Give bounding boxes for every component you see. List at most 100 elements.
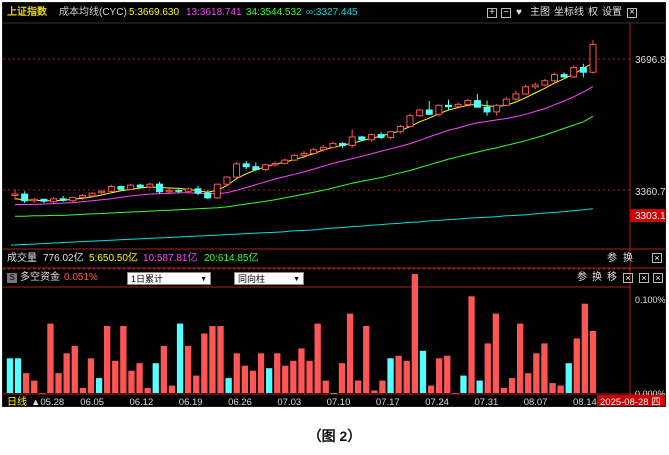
candle-body bbox=[146, 183, 154, 188]
candle bbox=[281, 158, 289, 165]
candle-body bbox=[570, 67, 578, 78]
candle bbox=[233, 161, 241, 178]
candle bbox=[560, 72, 568, 78]
capital-bar bbox=[71, 345, 78, 393]
capital-bar bbox=[185, 345, 192, 393]
candle-body bbox=[175, 189, 183, 192]
candle bbox=[531, 82, 539, 90]
capital-bar bbox=[492, 313, 499, 393]
current-date: 2025-08-28 四 bbox=[600, 397, 661, 407]
figure-caption: （图 2） bbox=[307, 428, 362, 444]
capital-bar bbox=[395, 355, 402, 393]
candle bbox=[21, 191, 29, 204]
candle bbox=[30, 197, 38, 204]
price-tick-mid: 3360.7 bbox=[635, 187, 666, 198]
stock-chart-window: 上证指数 成本均线(CYC) 5:3669.630 13:3618.741 34… bbox=[2, 2, 666, 407]
candle-body bbox=[425, 109, 433, 115]
capital-bar bbox=[249, 370, 257, 393]
candle-body bbox=[11, 193, 19, 197]
candle bbox=[416, 109, 424, 117]
capital-bar bbox=[128, 370, 135, 393]
coordinate-line-button[interactable]: 坐标线 bbox=[554, 7, 584, 18]
period-label[interactable]: 日线 bbox=[7, 395, 27, 407]
capital-bar-mode-select[interactable]: 同向柱 ▼ bbox=[234, 272, 304, 285]
volume-label[interactable]: 成交量 bbox=[7, 253, 37, 264]
capital-close-icon[interactable]: × bbox=[623, 273, 633, 283]
candle-body bbox=[493, 104, 501, 113]
capital-bar bbox=[282, 365, 289, 393]
candle bbox=[329, 141, 337, 149]
indicator-name[interactable]: 成本均线(CYC) bbox=[59, 7, 127, 18]
candle bbox=[11, 189, 19, 200]
capital-close-icon-3[interactable]: × bbox=[653, 273, 663, 283]
capital-indicator-icon: S bbox=[7, 273, 17, 283]
capital-period-select[interactable]: 1日累计 ▼ bbox=[127, 272, 211, 285]
price-tick-high: 3696.8 bbox=[635, 55, 666, 66]
capital-close-icon-2[interactable]: × bbox=[639, 273, 649, 283]
x-tick-date: ▲05.28 bbox=[31, 397, 64, 407]
capital-move-button[interactable]: 移 bbox=[607, 272, 617, 283]
candle-body bbox=[502, 98, 510, 106]
volume-param-button[interactable]: 参 bbox=[607, 253, 617, 264]
x-tick-date: 07.10 bbox=[327, 397, 351, 407]
capital-bar bbox=[176, 323, 184, 393]
x-tick-date: 07.24 bbox=[425, 397, 449, 407]
candle bbox=[69, 196, 77, 203]
candle bbox=[107, 184, 115, 194]
zoom-in-icon[interactable]: + bbox=[487, 8, 497, 18]
candle bbox=[165, 188, 173, 195]
capital-bar bbox=[436, 358, 443, 393]
candle-body bbox=[184, 188, 192, 192]
volume-close-icon[interactable]: × bbox=[652, 253, 662, 263]
candle-body bbox=[223, 176, 231, 185]
candle-body bbox=[473, 100, 481, 108]
index-name[interactable]: 上证指数 bbox=[7, 7, 47, 18]
capital-bar bbox=[274, 353, 281, 393]
capital-bar bbox=[168, 385, 176, 393]
close-icon[interactable]: × bbox=[627, 8, 637, 18]
capital-param-button[interactable]: 参 bbox=[577, 272, 587, 283]
candle-body bbox=[512, 93, 520, 100]
ma34-line bbox=[15, 115, 594, 217]
candle bbox=[59, 195, 67, 202]
current-price-box bbox=[630, 209, 665, 222]
candle bbox=[358, 136, 366, 142]
capital-bar bbox=[87, 358, 95, 393]
candle-body bbox=[406, 115, 414, 128]
candle-body bbox=[319, 146, 327, 151]
candle-body bbox=[435, 104, 443, 115]
main-chart-button[interactable]: 主图 bbox=[530, 7, 550, 18]
candle bbox=[261, 163, 269, 171]
candle bbox=[88, 192, 96, 198]
candle bbox=[242, 161, 250, 170]
capital-bar bbox=[104, 326, 111, 393]
heart-icon[interactable]: ♥ bbox=[516, 7, 522, 18]
capital-bar bbox=[330, 393, 337, 394]
settings-button[interactable]: 设置 bbox=[602, 7, 622, 18]
candlestick-series bbox=[11, 40, 597, 204]
candle-body bbox=[78, 195, 86, 198]
candle bbox=[290, 153, 298, 162]
candle bbox=[483, 100, 491, 116]
capital-bar bbox=[322, 380, 329, 393]
candle-body bbox=[98, 190, 106, 194]
candle-body bbox=[522, 86, 530, 95]
volume-header: 成交量 776.02亿 5:650.50亿 10:587.81亿 20:614.… bbox=[3, 250, 665, 268]
capital-bar bbox=[355, 380, 362, 393]
candle-body bbox=[531, 84, 539, 88]
capital-label[interactable]: 多空资金 bbox=[20, 272, 60, 283]
volume-switch-button[interactable]: 换 bbox=[623, 253, 633, 264]
zoom-out-icon[interactable]: − bbox=[501, 8, 511, 18]
capital-bar bbox=[338, 363, 346, 393]
ma5-value: 5:3669.630 bbox=[129, 7, 180, 18]
capital-bar bbox=[411, 274, 418, 393]
candle bbox=[464, 99, 472, 107]
capital-bar bbox=[346, 313, 354, 393]
candle-body bbox=[377, 134, 385, 138]
capital-switch-button[interactable]: 换 bbox=[592, 272, 602, 283]
candle bbox=[40, 198, 48, 204]
ma13-value: 13:3618.741 bbox=[186, 7, 242, 18]
candle bbox=[252, 162, 260, 171]
rights-button[interactable]: 权 bbox=[588, 7, 598, 18]
capital-bar bbox=[290, 360, 297, 393]
